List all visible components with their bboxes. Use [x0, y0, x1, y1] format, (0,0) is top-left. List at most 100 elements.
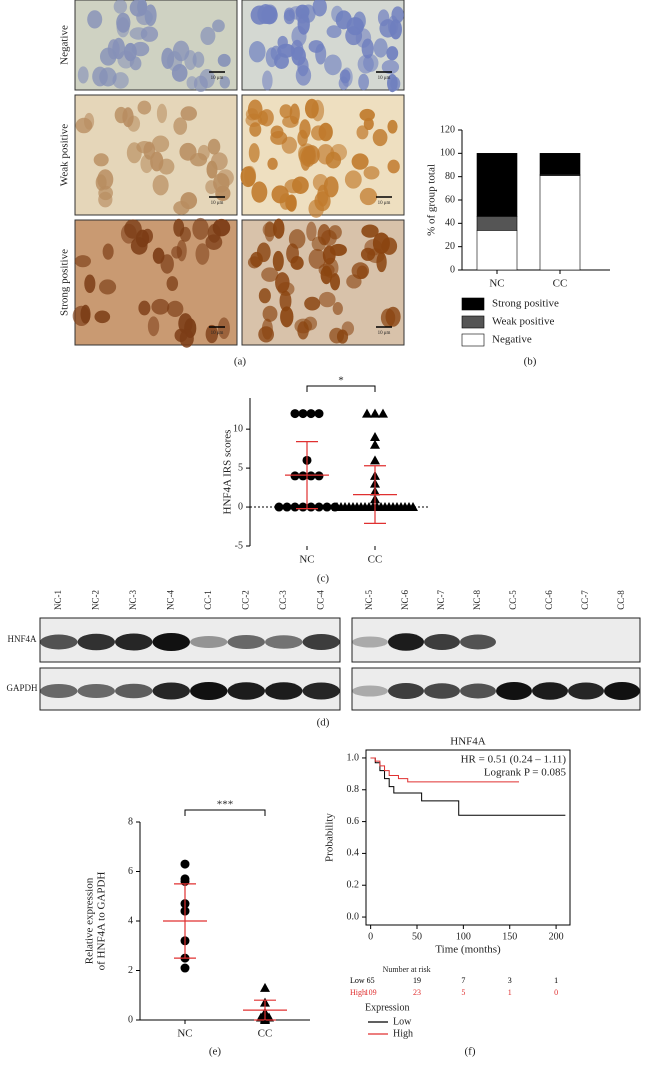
band [460, 683, 496, 699]
nucleus [381, 59, 400, 75]
legend-title: Expression [365, 1002, 409, 1013]
nucleus [197, 144, 210, 161]
scale-bar-label: 10 μm [378, 201, 391, 206]
nucleus [376, 252, 387, 273]
nucleus [341, 67, 353, 87]
nucleus [330, 144, 348, 161]
nucleus [151, 298, 170, 315]
band [532, 682, 568, 700]
risk-count: 3 [508, 976, 512, 985]
nucleus [357, 54, 374, 74]
significance: *** [217, 799, 234, 811]
nucleus [137, 100, 152, 115]
point [314, 471, 324, 481]
nucleus [329, 243, 347, 257]
nucleus [259, 109, 274, 127]
point [408, 502, 418, 512]
annotation: HR = 0.51 (0.24 – 1.11) [461, 754, 567, 766]
y-tick-label: 6 [128, 866, 133, 877]
nucleus [206, 160, 218, 179]
band [424, 634, 460, 650]
nucleus [360, 247, 376, 261]
band [77, 633, 115, 651]
legend-swatch [461, 297, 485, 311]
point [370, 431, 380, 441]
bar-segment [539, 175, 581, 271]
y-tick-label: -5 [235, 540, 243, 551]
error-bar [296, 441, 318, 510]
nucleus [372, 128, 388, 147]
nucleus [303, 145, 320, 165]
band [424, 683, 460, 699]
nucleus [94, 310, 111, 324]
nucleus [271, 185, 289, 204]
nucleus [87, 10, 103, 29]
y-tick-label: 5 [238, 462, 243, 473]
nucleus [314, 191, 331, 212]
y-tick-label: 0.8 [347, 784, 360, 795]
nucleus [387, 74, 398, 93]
lane-label: CC-6 [544, 590, 554, 610]
nucleus [277, 43, 296, 58]
nucleus [387, 119, 398, 134]
bar-segment [539, 153, 581, 175]
y-tick-label: 100 [440, 148, 455, 159]
y-tick-label: 0 [128, 1014, 133, 1025]
nucleus [275, 272, 290, 294]
nucleus [359, 108, 375, 122]
band [496, 682, 532, 700]
y-tick-label: 0 [450, 264, 455, 275]
nucleus [358, 73, 370, 91]
band [152, 633, 190, 651]
panel-caption: (c) [317, 573, 330, 585]
row-label: Negative [59, 25, 71, 65]
nucleus [326, 25, 342, 38]
scale-bar-label: 10 μm [211, 331, 224, 336]
band [302, 634, 340, 650]
row-label: Strong positive [59, 249, 71, 316]
nucleus [261, 267, 279, 282]
nucleus [102, 243, 114, 260]
point [298, 471, 308, 481]
nucleus [147, 316, 160, 337]
nucleus [361, 224, 379, 238]
band [152, 682, 190, 700]
nucleus [99, 47, 117, 66]
nucleus [262, 305, 278, 322]
lane-label: NC-4 [165, 590, 175, 610]
band [265, 635, 303, 649]
x-axis-label: Time (months) [435, 944, 501, 956]
nucleus [248, 41, 266, 63]
nucleus [283, 9, 295, 25]
band [302, 682, 340, 700]
point [274, 502, 284, 512]
nucleus [156, 103, 167, 124]
nucleus [131, 41, 150, 57]
y-axis-label: Relative expression [84, 877, 96, 964]
nucleus [140, 154, 153, 174]
band [115, 633, 153, 651]
risk-title: Number at risk [383, 965, 431, 974]
band [77, 684, 115, 698]
x-tick-label: NC [299, 554, 314, 566]
nucleus [178, 313, 193, 334]
nucleus [318, 122, 333, 142]
scale-bar-label: 10 μm [378, 331, 391, 336]
bar-segment [476, 216, 518, 231]
nucleus [152, 174, 169, 196]
error-bar [174, 883, 196, 959]
risk-count: 7 [461, 976, 465, 985]
x-tick-label: 150 [502, 931, 517, 942]
nucleus [344, 170, 362, 189]
row-label: Weak positive [59, 124, 71, 186]
nucleus [261, 5, 278, 25]
survival-curve [370, 757, 566, 816]
nucleus [328, 225, 342, 240]
y-tick-label: 0.4 [347, 848, 360, 859]
lane-label: CC-4 [315, 590, 325, 610]
nucleus [75, 117, 93, 134]
nucleus [386, 46, 399, 61]
x-tick-label: 200 [549, 931, 564, 942]
band [604, 682, 640, 700]
point [290, 502, 300, 512]
